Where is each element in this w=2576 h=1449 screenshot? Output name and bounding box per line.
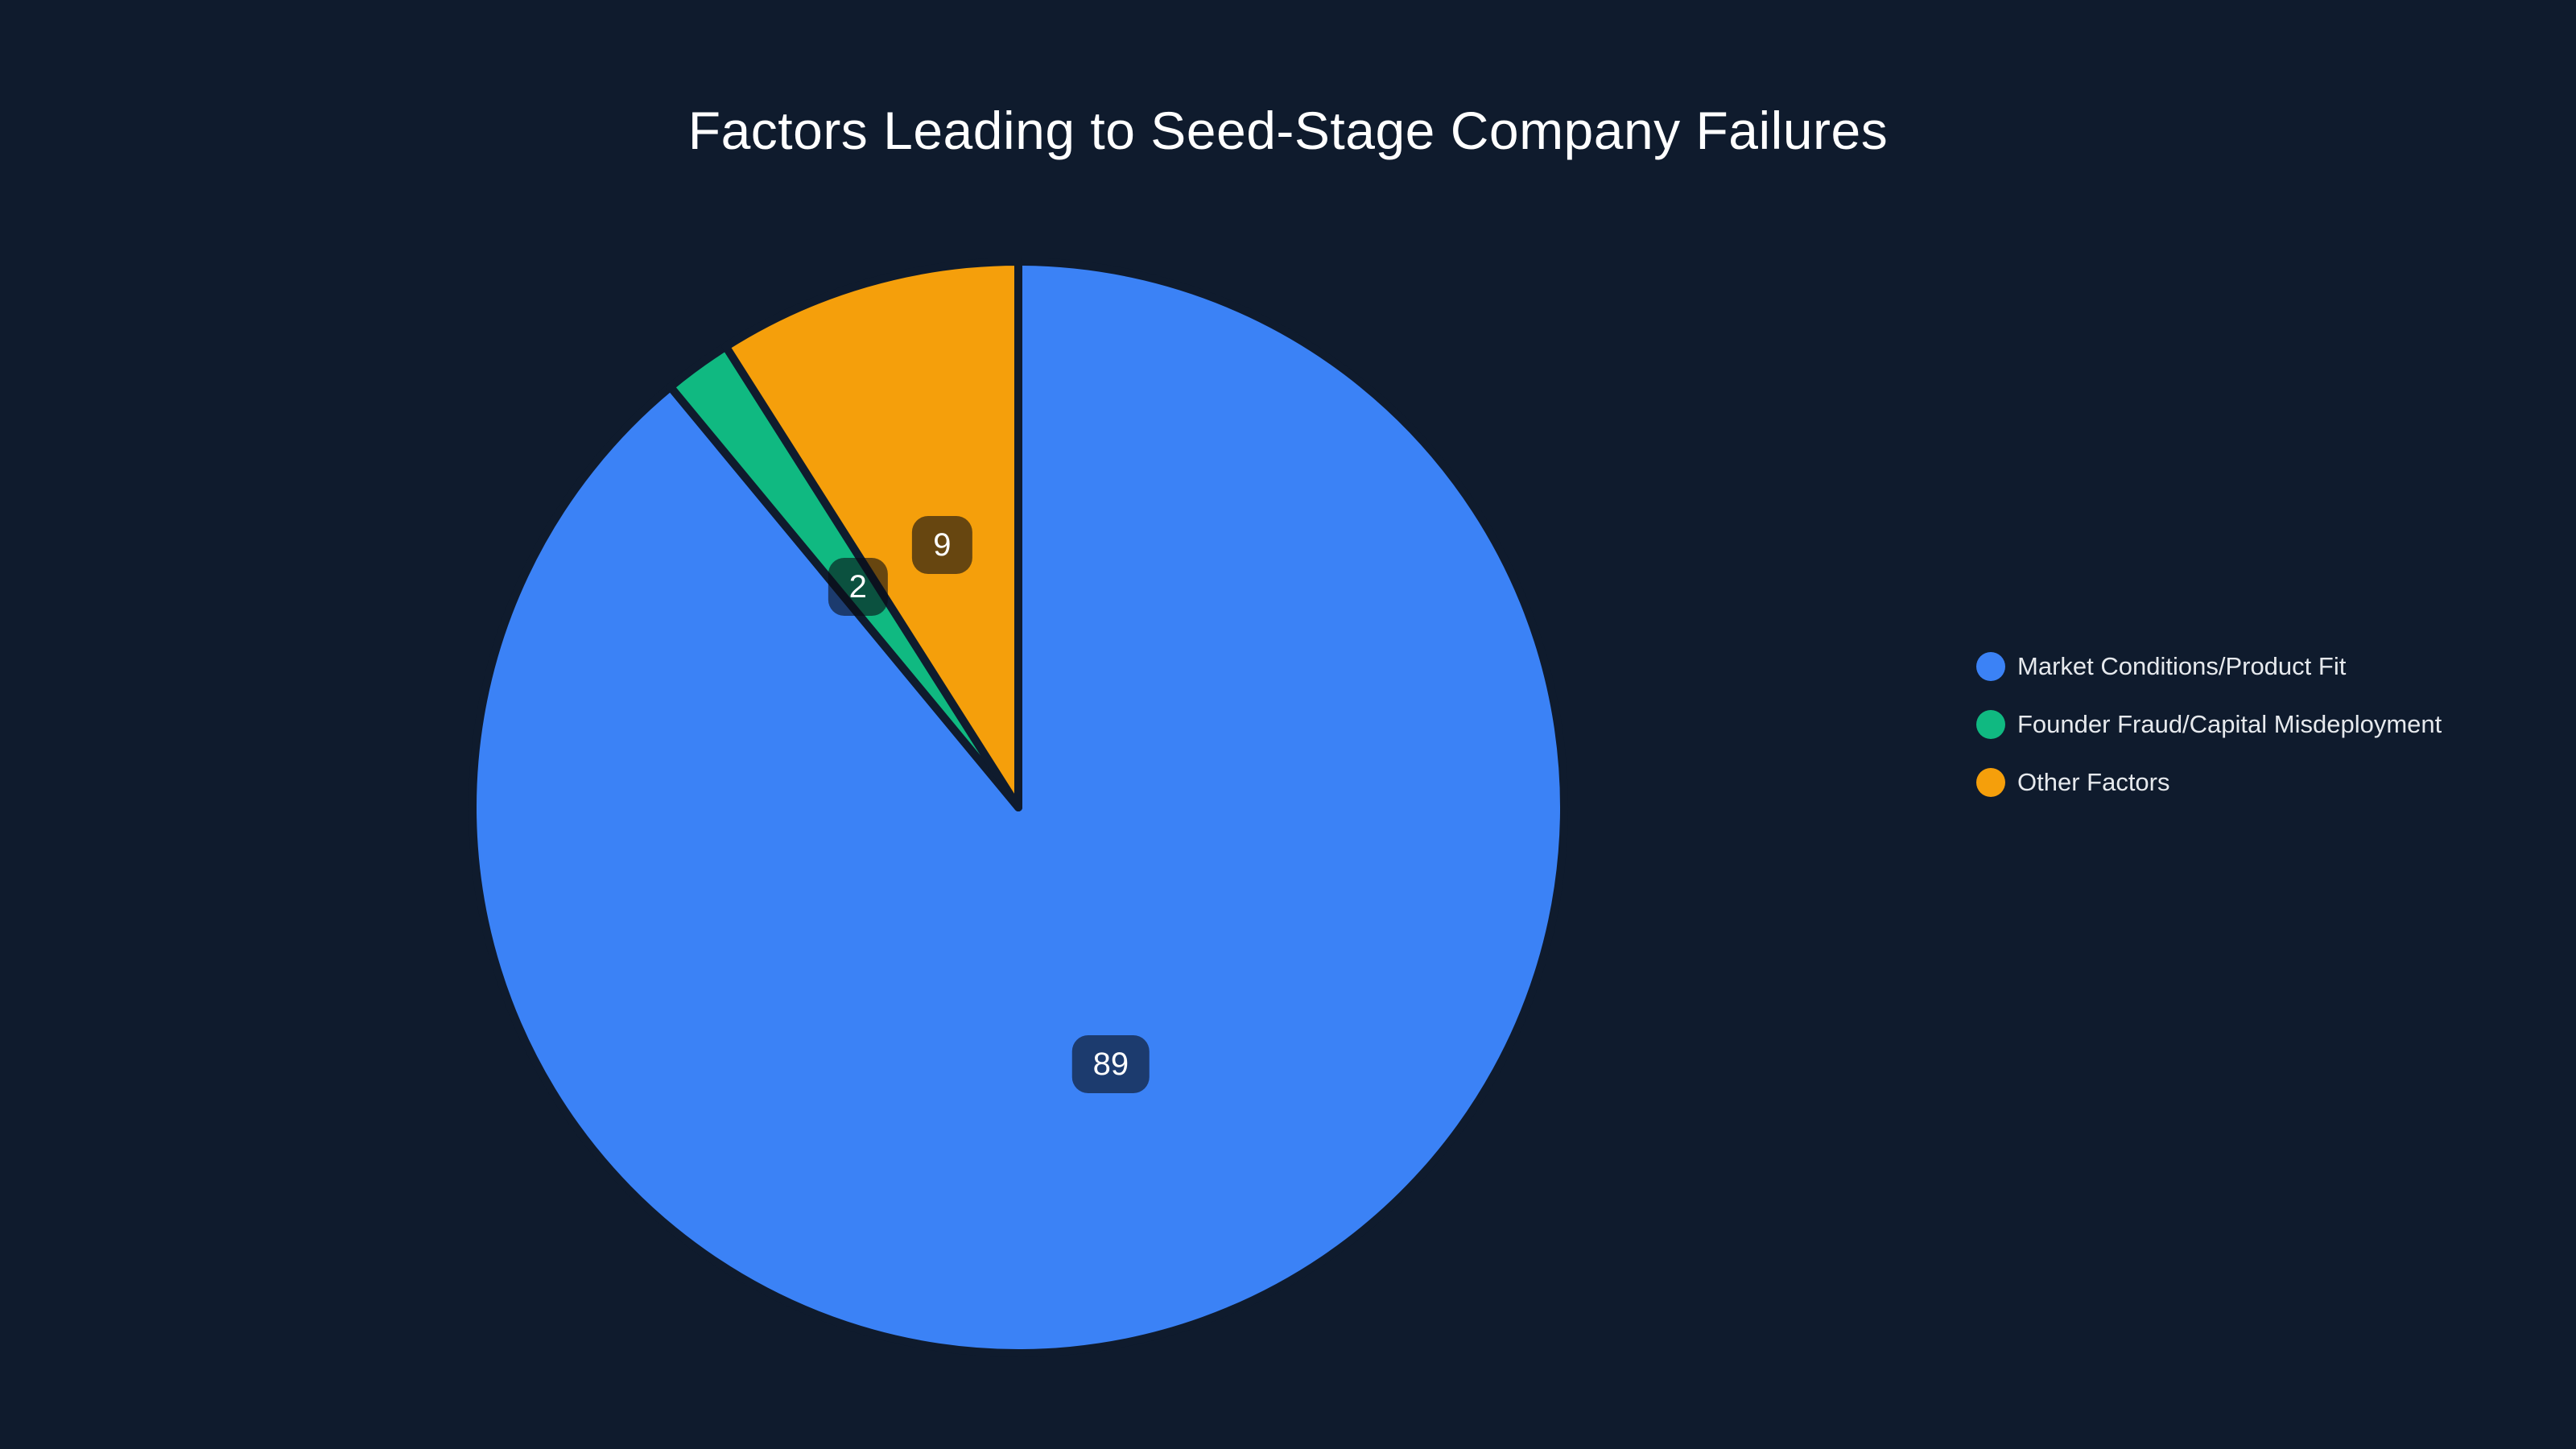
legend-swatch xyxy=(1976,710,2005,739)
pie-slice-3[interactable] xyxy=(721,258,1022,811)
legend-label: Market Conditions/Product Fit xyxy=(2017,651,2347,680)
slice-value-label: 89 xyxy=(1071,1034,1150,1093)
legend-item-3[interactable]: Other Factors xyxy=(1976,768,2442,797)
legend: Market Conditions/Product Fit Founder Fra… xyxy=(1976,652,2442,797)
slice-value-label: 2 xyxy=(828,557,888,616)
legend-swatch xyxy=(1976,768,2005,797)
pie-chart: 89 2 9 xyxy=(464,254,1572,1361)
legend-label: Founder Fraud/Capital Misdeployment xyxy=(2017,709,2442,738)
legend-swatch xyxy=(1976,652,2005,681)
slice-value-label: 9 xyxy=(912,516,972,575)
legend-item-1[interactable]: Market Conditions/Product Fit xyxy=(1976,652,2442,681)
legend-item-2[interactable]: Founder Fraud/Capital Misdeployment xyxy=(1976,710,2442,739)
legend-label: Other Factors xyxy=(2017,767,2170,796)
pie-svg xyxy=(469,258,1568,1357)
chart-title: Factors Leading to Seed-Stage Company Fa… xyxy=(687,101,1889,160)
